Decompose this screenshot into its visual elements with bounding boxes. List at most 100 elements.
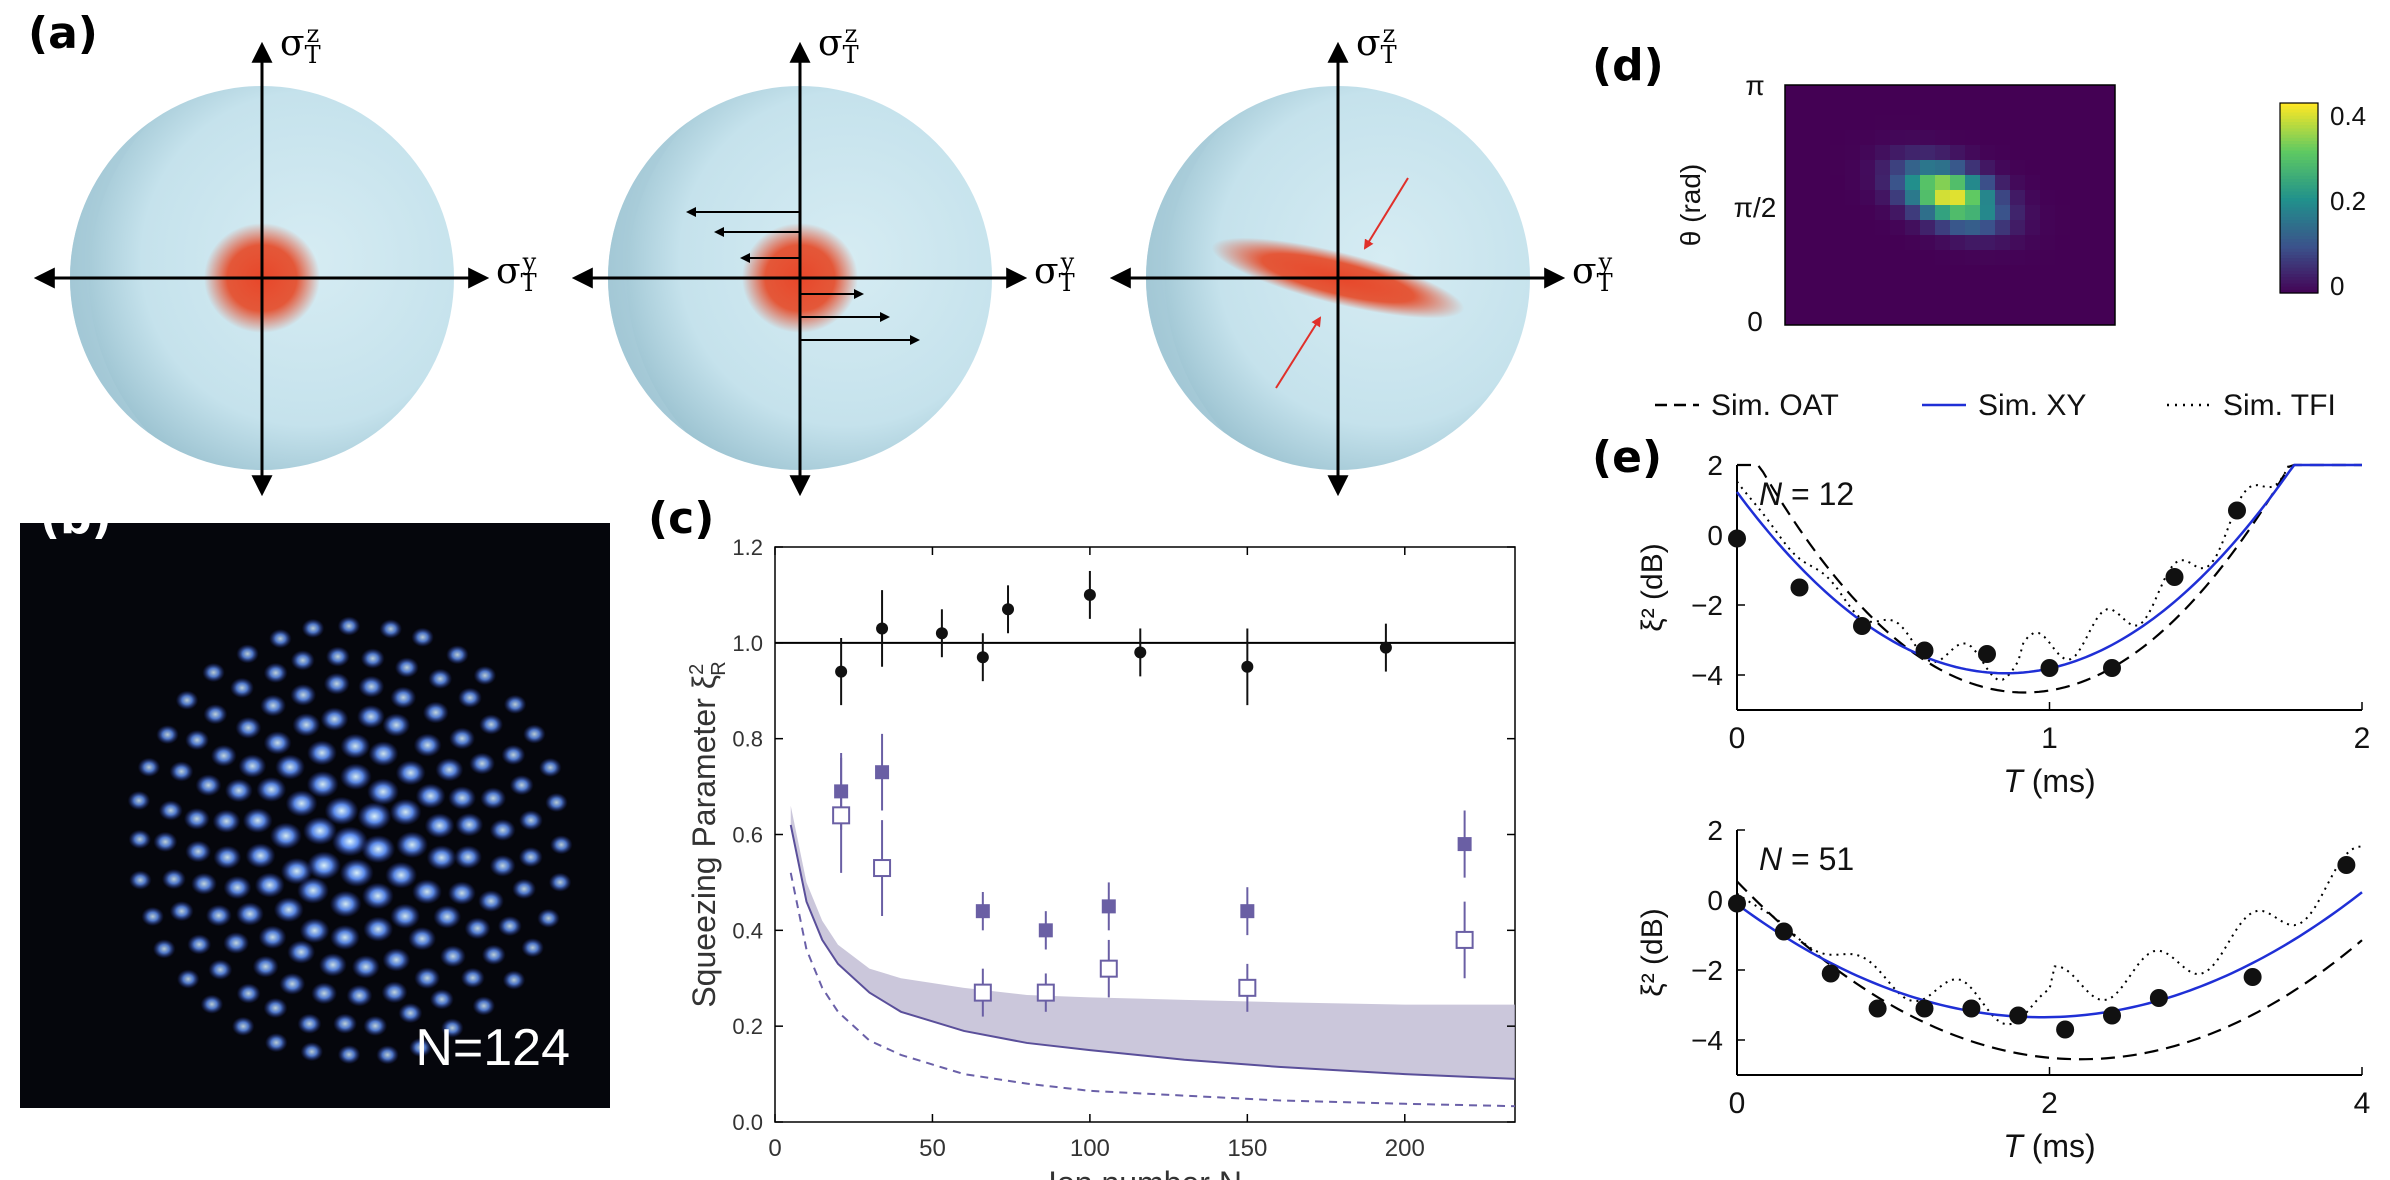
heatmap-cell xyxy=(1890,265,1906,281)
ion-spot xyxy=(422,701,449,724)
heatmap-cell xyxy=(2025,160,2041,176)
ion-spot xyxy=(175,690,199,710)
heatmap-cell xyxy=(2040,250,2056,266)
y-tick-label: −2 xyxy=(1691,955,1723,986)
heatmap-cell xyxy=(2040,280,2056,296)
ion-spot xyxy=(290,650,315,671)
ion-spot xyxy=(518,846,543,868)
ion-spot xyxy=(300,1042,324,1062)
heatmap-cell xyxy=(1905,190,1921,206)
heatmap-cell xyxy=(1995,250,2011,266)
heatmap-cell xyxy=(1995,235,2011,251)
ion-spot xyxy=(346,984,373,1007)
heatmap-cell xyxy=(1920,130,1936,146)
heatmap-cell xyxy=(1995,310,2011,326)
data-point xyxy=(1728,529,1746,548)
heatmap-cell xyxy=(2010,175,2026,191)
ion-spot xyxy=(254,872,285,898)
heatmap-cell xyxy=(2070,115,2086,131)
heatmap-cell xyxy=(1845,85,1861,101)
ion-spot xyxy=(497,915,522,937)
heatmap-cell xyxy=(2085,205,2101,221)
heatmap-cell xyxy=(1830,85,1846,101)
heatmap-cell xyxy=(1995,175,2011,191)
ion-spot xyxy=(447,881,476,905)
heatmap-cell xyxy=(1845,235,1861,251)
heatmap-cell xyxy=(1980,190,1996,206)
heatmap-cell xyxy=(1935,85,1951,101)
heatmap-cell xyxy=(1980,235,1996,251)
heatmap-cell xyxy=(1950,175,1966,191)
heatmap-cell xyxy=(1860,220,1876,236)
ion-spot xyxy=(464,917,491,940)
data-point xyxy=(1978,645,1996,663)
data-point-open-square xyxy=(832,806,851,825)
heatmap-cell xyxy=(1860,175,1876,191)
heatmap-cell xyxy=(2085,145,2101,161)
heatmap-cell xyxy=(1935,130,1951,146)
ion-spot xyxy=(454,845,483,869)
heatmap-cell xyxy=(1830,265,1846,281)
heatmap-cell xyxy=(2070,100,2086,116)
heatmap-cell xyxy=(1980,115,1996,131)
colorbar-segment xyxy=(2280,131,2318,136)
ion-spot xyxy=(306,770,339,798)
data-point-circle xyxy=(1241,660,1254,673)
colorbar-segment xyxy=(2280,255,2318,259)
heatmap-cell xyxy=(1920,310,1936,326)
colorbar-segment xyxy=(2280,198,2318,202)
ion-spot xyxy=(480,787,507,810)
ion-spot xyxy=(242,807,273,834)
sim-oat-curve xyxy=(1737,463,2362,694)
heatmap-cell xyxy=(1950,145,1966,161)
heatmap-cell xyxy=(1995,115,2011,131)
heatmap-cell xyxy=(2010,310,2026,326)
ion-spot xyxy=(235,716,262,739)
heatmap-cell xyxy=(2070,250,2086,266)
heatmap-cell xyxy=(2100,130,2116,146)
ion-spot xyxy=(205,904,232,927)
heatmap-cell xyxy=(1800,280,1816,296)
heatmap-cell xyxy=(1860,130,1876,146)
theory-band xyxy=(790,805,1515,1079)
theory-dashed-curve xyxy=(789,872,1516,1108)
heatmap-cell xyxy=(1875,280,1891,296)
ion-spot xyxy=(329,890,362,918)
data-point-circle xyxy=(1379,641,1392,654)
x-tick-label: 0 xyxy=(1729,1087,1746,1120)
y-tick-label: 0 xyxy=(1707,520,1723,551)
data-point-filled-square xyxy=(1457,837,1472,852)
heatmap-cell xyxy=(1845,130,1861,146)
heatmap-cell xyxy=(1800,220,1816,236)
ion-spot xyxy=(236,644,259,664)
data-point xyxy=(1728,894,1746,913)
ion-spot xyxy=(412,879,442,905)
ion-crystal-image: N=124 xyxy=(20,523,610,1108)
heatmap-cell xyxy=(2070,235,2086,251)
squeezing-parameter-chart: 0.0 0.2 0.4 0.6 0.8 1.0 1.2 0 50 100 150 200 Ion num… xyxy=(686,535,1516,1180)
heatmap-cell xyxy=(1980,205,1996,221)
ion-spot xyxy=(548,872,572,892)
data-point xyxy=(1774,922,1793,941)
ion-spot xyxy=(472,996,496,1016)
ion-spot xyxy=(501,744,526,766)
colorbar-segment xyxy=(2280,156,2318,161)
heatmap-cell xyxy=(1935,190,1951,206)
heatmap-cell xyxy=(2010,295,2026,311)
heatmap-cell xyxy=(2010,280,2026,296)
heatmap-cell xyxy=(1815,250,1831,266)
colorbar-segment xyxy=(2280,245,2318,250)
sim-tfi-curve xyxy=(1736,464,2362,681)
heatmap-cell xyxy=(1950,310,1966,326)
heatmap-cell xyxy=(2040,130,2056,146)
heatmap-cell xyxy=(1815,100,1831,116)
heatmap-cell xyxy=(1905,115,1921,131)
heatmap-cell xyxy=(2025,310,2041,326)
data-point xyxy=(1790,578,1809,597)
ion-spot xyxy=(478,890,504,912)
heatmap-cell xyxy=(2055,85,2071,101)
heatmap-cell xyxy=(1995,280,2011,296)
heatmap-cell xyxy=(2055,280,2071,296)
colorbar-segment xyxy=(2280,134,2318,139)
heatmap-cell xyxy=(1905,145,1921,161)
